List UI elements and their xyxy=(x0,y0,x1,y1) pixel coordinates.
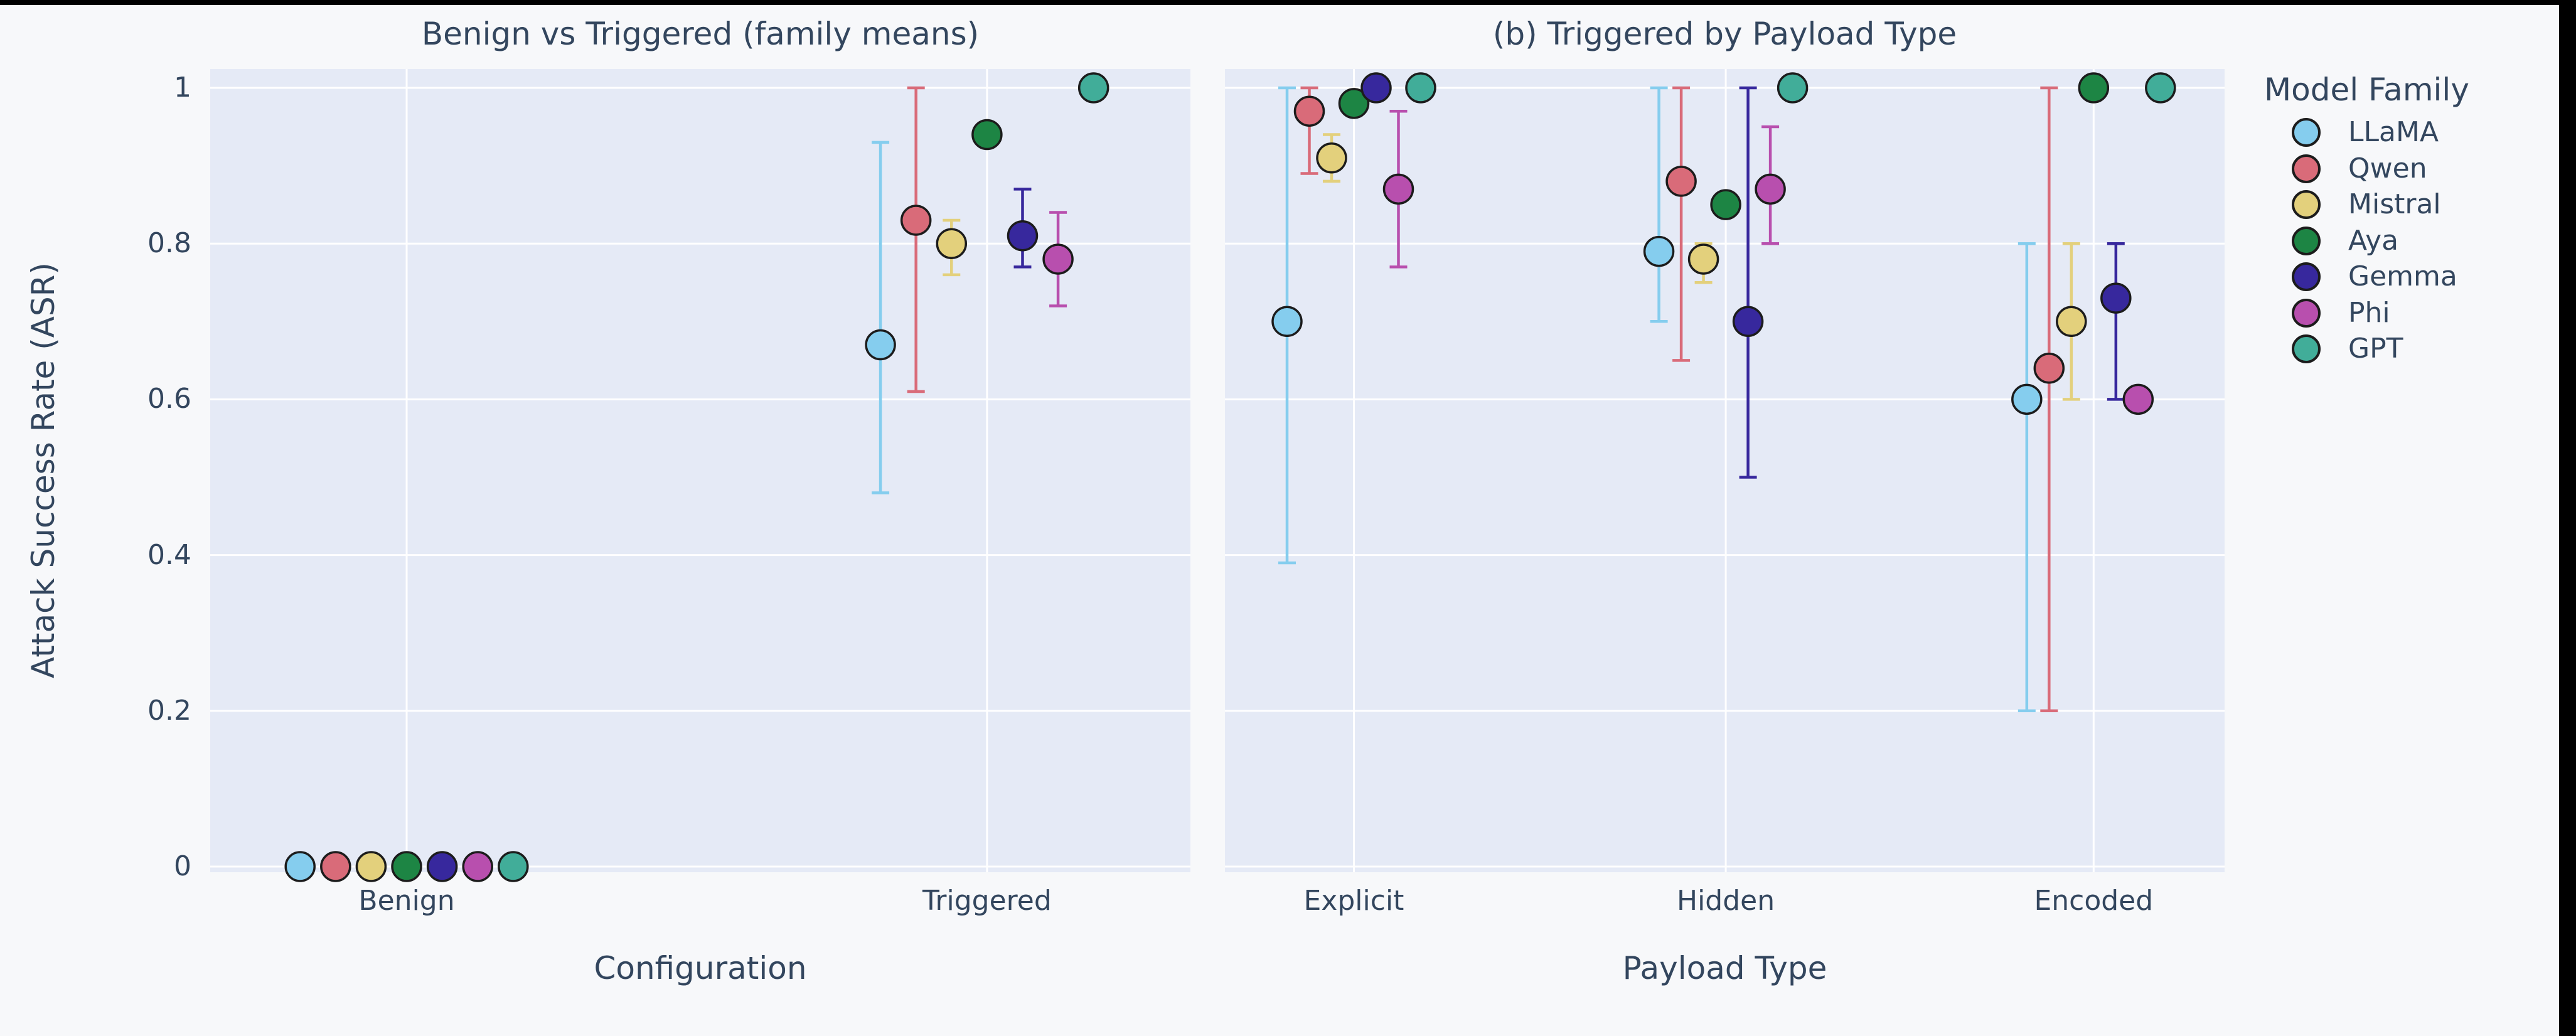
right-subplot-title: (b) Triggered by Payload Type xyxy=(1492,16,1957,52)
point-Mistral-Encoded xyxy=(2056,306,2087,338)
right-letterbox-bar xyxy=(2559,0,2576,1036)
legend-marker-icon xyxy=(2292,298,2321,328)
legend-marker-icon xyxy=(2292,190,2321,219)
y-tick-label: 0.4 xyxy=(147,538,191,571)
legend-marker-icon xyxy=(2292,226,2321,255)
y-tick-label: 0 xyxy=(174,850,191,882)
x-tick-label-encoded: Encoded xyxy=(2034,885,2154,917)
legend-title: Model Family xyxy=(2264,72,2469,108)
y-tick-label: 0.8 xyxy=(147,227,191,260)
point-Qwen-Encoded xyxy=(2033,353,2065,384)
point-Mistral-Hidden xyxy=(1687,243,1719,275)
y-tick-label: 0.2 xyxy=(147,694,191,727)
point-Gemma-Hidden xyxy=(1732,306,1764,338)
x-tick-label-triggered: Triggered xyxy=(922,885,1052,917)
point-Mistral-Triggered xyxy=(936,228,968,259)
point-GPT-Encoded xyxy=(2145,72,2176,104)
point-Qwen-Hidden xyxy=(1665,166,1697,197)
point-GPT-Benign xyxy=(498,851,529,882)
point-Phi-Triggered xyxy=(1042,243,1074,275)
point-Phi-Benign xyxy=(462,851,493,882)
point-Gemma-Explicit xyxy=(1360,72,1392,104)
point-Aya-Triggered xyxy=(971,119,1003,151)
left-subplot-title: Benign vs Triggered (family means) xyxy=(421,16,980,52)
legend-item-aya: Aya xyxy=(2292,223,2568,259)
legend-item-qwen: Qwen xyxy=(2292,151,2568,186)
point-Mistral-Explicit xyxy=(1316,142,1347,174)
y-axis-label: Attack Success Rate (ASR) xyxy=(25,262,61,679)
point-Qwen-Explicit xyxy=(1293,95,1325,127)
legend-item-label: Qwen xyxy=(2348,152,2427,184)
point-GPT-Explicit xyxy=(1405,72,1436,104)
legend-item-label: LLaMA xyxy=(2348,116,2439,148)
legend-item-label: Aya xyxy=(2348,224,2399,257)
y-tick-label: 1 xyxy=(174,72,191,104)
legend-marker-icon xyxy=(2292,154,2321,183)
point-GPT-Hidden xyxy=(1777,72,1809,104)
point-Qwen-Triggered xyxy=(900,205,932,236)
plot-background xyxy=(210,69,1190,872)
point-Qwen-Benign xyxy=(320,851,351,882)
top-letterbox-bar xyxy=(0,0,2576,5)
point-GPT-Triggered xyxy=(1077,72,1109,104)
point-LLaMA-Hidden xyxy=(1643,235,1675,267)
legend-item-label: Phi xyxy=(2348,296,2390,329)
x-tick-label-benign: Benign xyxy=(358,885,455,917)
legend-item-label: Gemma xyxy=(2348,260,2457,292)
legend-item-llama: LLaMA xyxy=(2292,115,2568,150)
point-Gemma-Benign xyxy=(426,851,458,882)
subplot-benign-vs-triggered xyxy=(210,69,1190,882)
point-Aya-Benign xyxy=(391,851,422,882)
y-tick-label: 0.6 xyxy=(147,383,191,415)
point-Phi-Hidden xyxy=(1755,173,1786,205)
legend-marker-icon xyxy=(2292,334,2321,363)
point-Aya-Hidden xyxy=(1710,189,1741,220)
point-Aya-Explicit xyxy=(1338,88,1370,119)
legend-item-label: Mistral xyxy=(2348,188,2441,220)
point-Gemma-Encoded xyxy=(2100,282,2132,314)
legend-item-label: GPT xyxy=(2348,333,2403,365)
x-axis-title-payload-type: Payload Type xyxy=(1622,950,1827,986)
subplot-payload-type xyxy=(1225,69,2225,872)
point-Gemma-Triggered xyxy=(1007,220,1039,252)
point-LLaMA-Encoded xyxy=(2011,383,2043,415)
x-tick-label-explicit: Explicit xyxy=(1303,885,1404,917)
point-LLaMA-Benign xyxy=(284,851,316,882)
point-Aya-Encoded xyxy=(2078,72,2110,104)
legend-item-mistral: Mistral xyxy=(2292,187,2568,222)
point-LLaMA-Triggered xyxy=(865,329,896,361)
point-Phi-Explicit xyxy=(1382,173,1414,205)
legend-item-gpt: GPT xyxy=(2292,331,2568,366)
legend-marker-icon xyxy=(2292,262,2321,291)
point-LLaMA-Explicit xyxy=(1271,306,1303,338)
point-Mistral-Benign xyxy=(355,851,387,882)
legend-marker-icon xyxy=(2292,118,2321,147)
legend-item-phi: Phi xyxy=(2292,296,2568,331)
point-Phi-Encoded xyxy=(2122,383,2154,415)
x-axis-title-configuration: Configuration xyxy=(594,950,807,986)
legend-item-gemma: Gemma xyxy=(2292,259,2568,294)
x-tick-label-hidden: Hidden xyxy=(1677,885,1775,917)
